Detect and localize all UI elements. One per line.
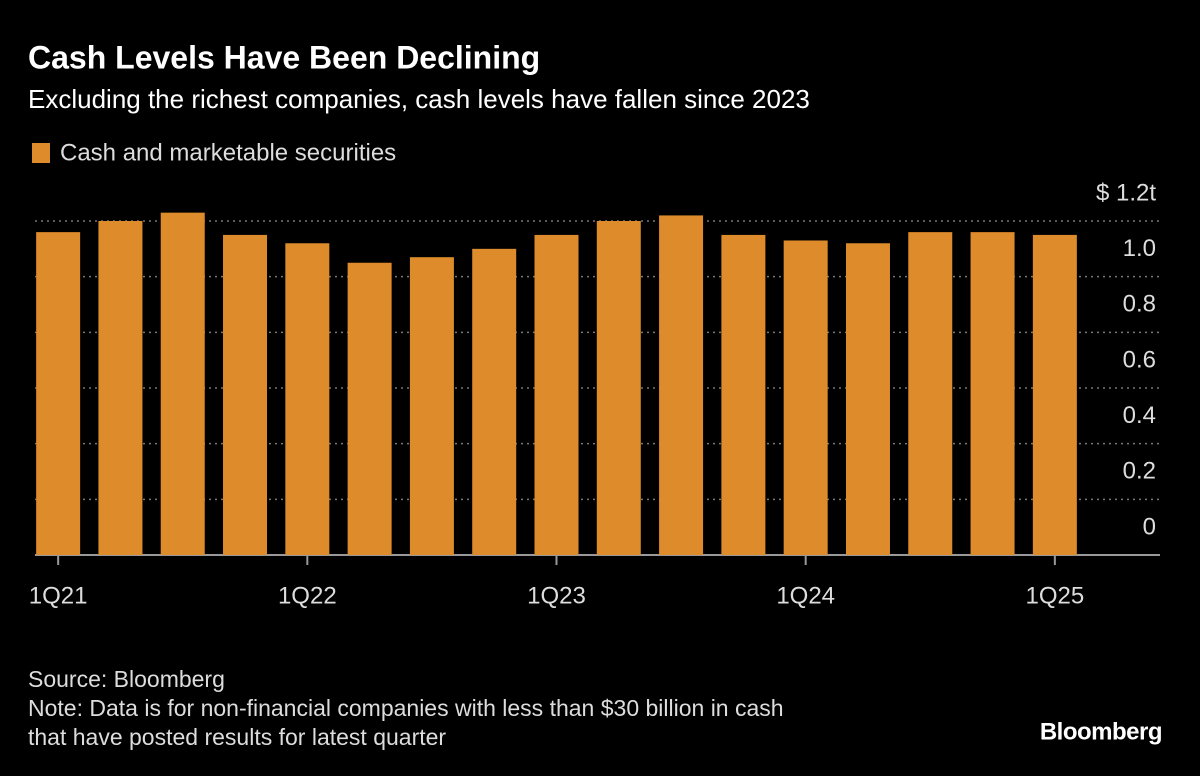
bar	[160, 212, 205, 555]
note: Note: Data is for non-financial companie…	[28, 695, 784, 721]
x-tick-label: 1Q22	[278, 582, 337, 609]
bar	[721, 234, 766, 555]
y-tick-label: 1.0	[1123, 235, 1156, 262]
note: that have posted results for latest quar…	[28, 724, 446, 750]
y-tick-label: 0	[1143, 513, 1156, 540]
x-tick-label: 1Q21	[29, 582, 88, 609]
bar	[908, 232, 953, 555]
x-tick-label: 1Q25	[1025, 582, 1084, 609]
y-tick-label: $ 1.2t	[1096, 179, 1156, 206]
source: Source: Bloomberg	[28, 666, 225, 692]
y-tick-label: 0.8	[1123, 291, 1156, 318]
bar	[596, 221, 641, 555]
bar	[223, 234, 268, 555]
chart-title: Cash Levels Have Been Declining	[28, 39, 540, 75]
legend-swatch	[32, 143, 50, 163]
y-tick-label: 0.2	[1123, 458, 1156, 485]
x-tick-label: 1Q23	[527, 582, 586, 609]
x-tick-label: 1Q24	[776, 582, 835, 609]
bar	[347, 262, 392, 555]
bar	[36, 232, 81, 555]
y-tick-label: 0.4	[1123, 402, 1156, 429]
legend-label: Cash and marketable securities	[60, 139, 396, 166]
chart-subtitle: Excluding the richest companies, cash le…	[28, 84, 810, 114]
logo: Bloomberg	[1040, 718, 1162, 745]
y-tick-label: 0.6	[1123, 346, 1156, 373]
bar	[534, 234, 579, 555]
bar	[845, 243, 890, 555]
bar	[285, 243, 330, 555]
bar	[98, 221, 143, 555]
bar	[659, 215, 704, 555]
bar	[783, 240, 828, 555]
bar	[970, 232, 1015, 555]
bar	[1032, 234, 1077, 555]
bar	[409, 257, 454, 555]
bar	[472, 248, 517, 556]
